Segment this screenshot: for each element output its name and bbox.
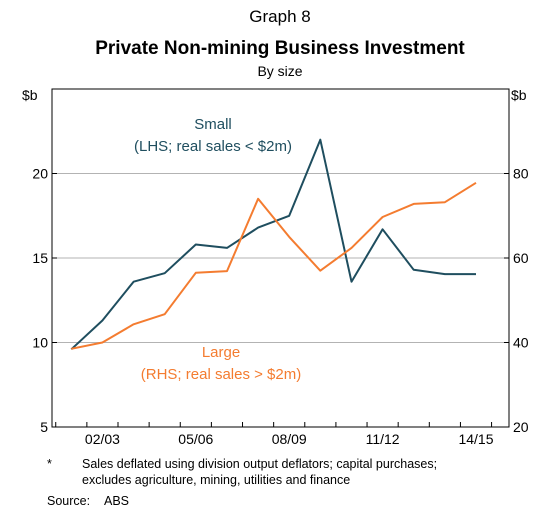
footnote-line-1: Sales deflated using division output def… xyxy=(82,457,437,471)
left-tick-label-3: 20 xyxy=(32,166,48,182)
left-tick-label-2: 15 xyxy=(32,250,48,266)
right-tick-label-0: 20 xyxy=(513,419,529,435)
graph-label: Graph 8 xyxy=(249,7,310,26)
x-axis-ticks: 02/03 05/06 08/09 11/12 14/15 xyxy=(55,422,494,447)
x-tick-label-2: 08/09 xyxy=(272,431,307,447)
small-annotation-detail: (LHS; real sales < $2m) xyxy=(134,138,292,155)
series-lines xyxy=(70,138,477,351)
left-tick-label-0: 5 xyxy=(40,419,48,435)
series-line-large xyxy=(71,181,477,350)
large-annotation-detail: (RHS; real sales > $2m) xyxy=(141,366,301,383)
right-tick-label-3: 80 xyxy=(513,166,529,182)
left-axis-unit: $b xyxy=(22,87,38,103)
right-axis-unit: $b xyxy=(511,87,527,103)
x-tick-label-0: 02/03 xyxy=(85,431,120,447)
x-tick-label-3: 11/12 xyxy=(366,431,400,447)
small-annotation-name: Small xyxy=(194,116,232,133)
right-axis-ticks: 20 40 60 80 xyxy=(504,166,529,435)
source-value: ABS xyxy=(104,494,129,508)
left-axis-ticks: 5 10 15 20 xyxy=(32,166,57,435)
right-tick-label-1: 40 xyxy=(513,335,529,351)
plot-frame xyxy=(51,88,510,428)
source-label: Source: xyxy=(47,494,90,508)
left-tick-label-1: 10 xyxy=(32,335,48,351)
x-tick-label-4: 14/15 xyxy=(458,431,493,447)
chart-subtitle: By size xyxy=(257,63,302,79)
footnote-marker: * xyxy=(47,457,52,471)
right-tick-label-2: 60 xyxy=(513,250,529,266)
x-tick-label-1: 05/06 xyxy=(178,431,213,447)
large-annotation-name: Large xyxy=(202,344,240,361)
gridlines xyxy=(52,173,509,343)
chart-title: Private Non-mining Business Investment xyxy=(95,38,465,59)
footnote-line-2: excludes agriculture, mining, utilities … xyxy=(82,473,350,487)
series-line-small xyxy=(70,138,476,351)
